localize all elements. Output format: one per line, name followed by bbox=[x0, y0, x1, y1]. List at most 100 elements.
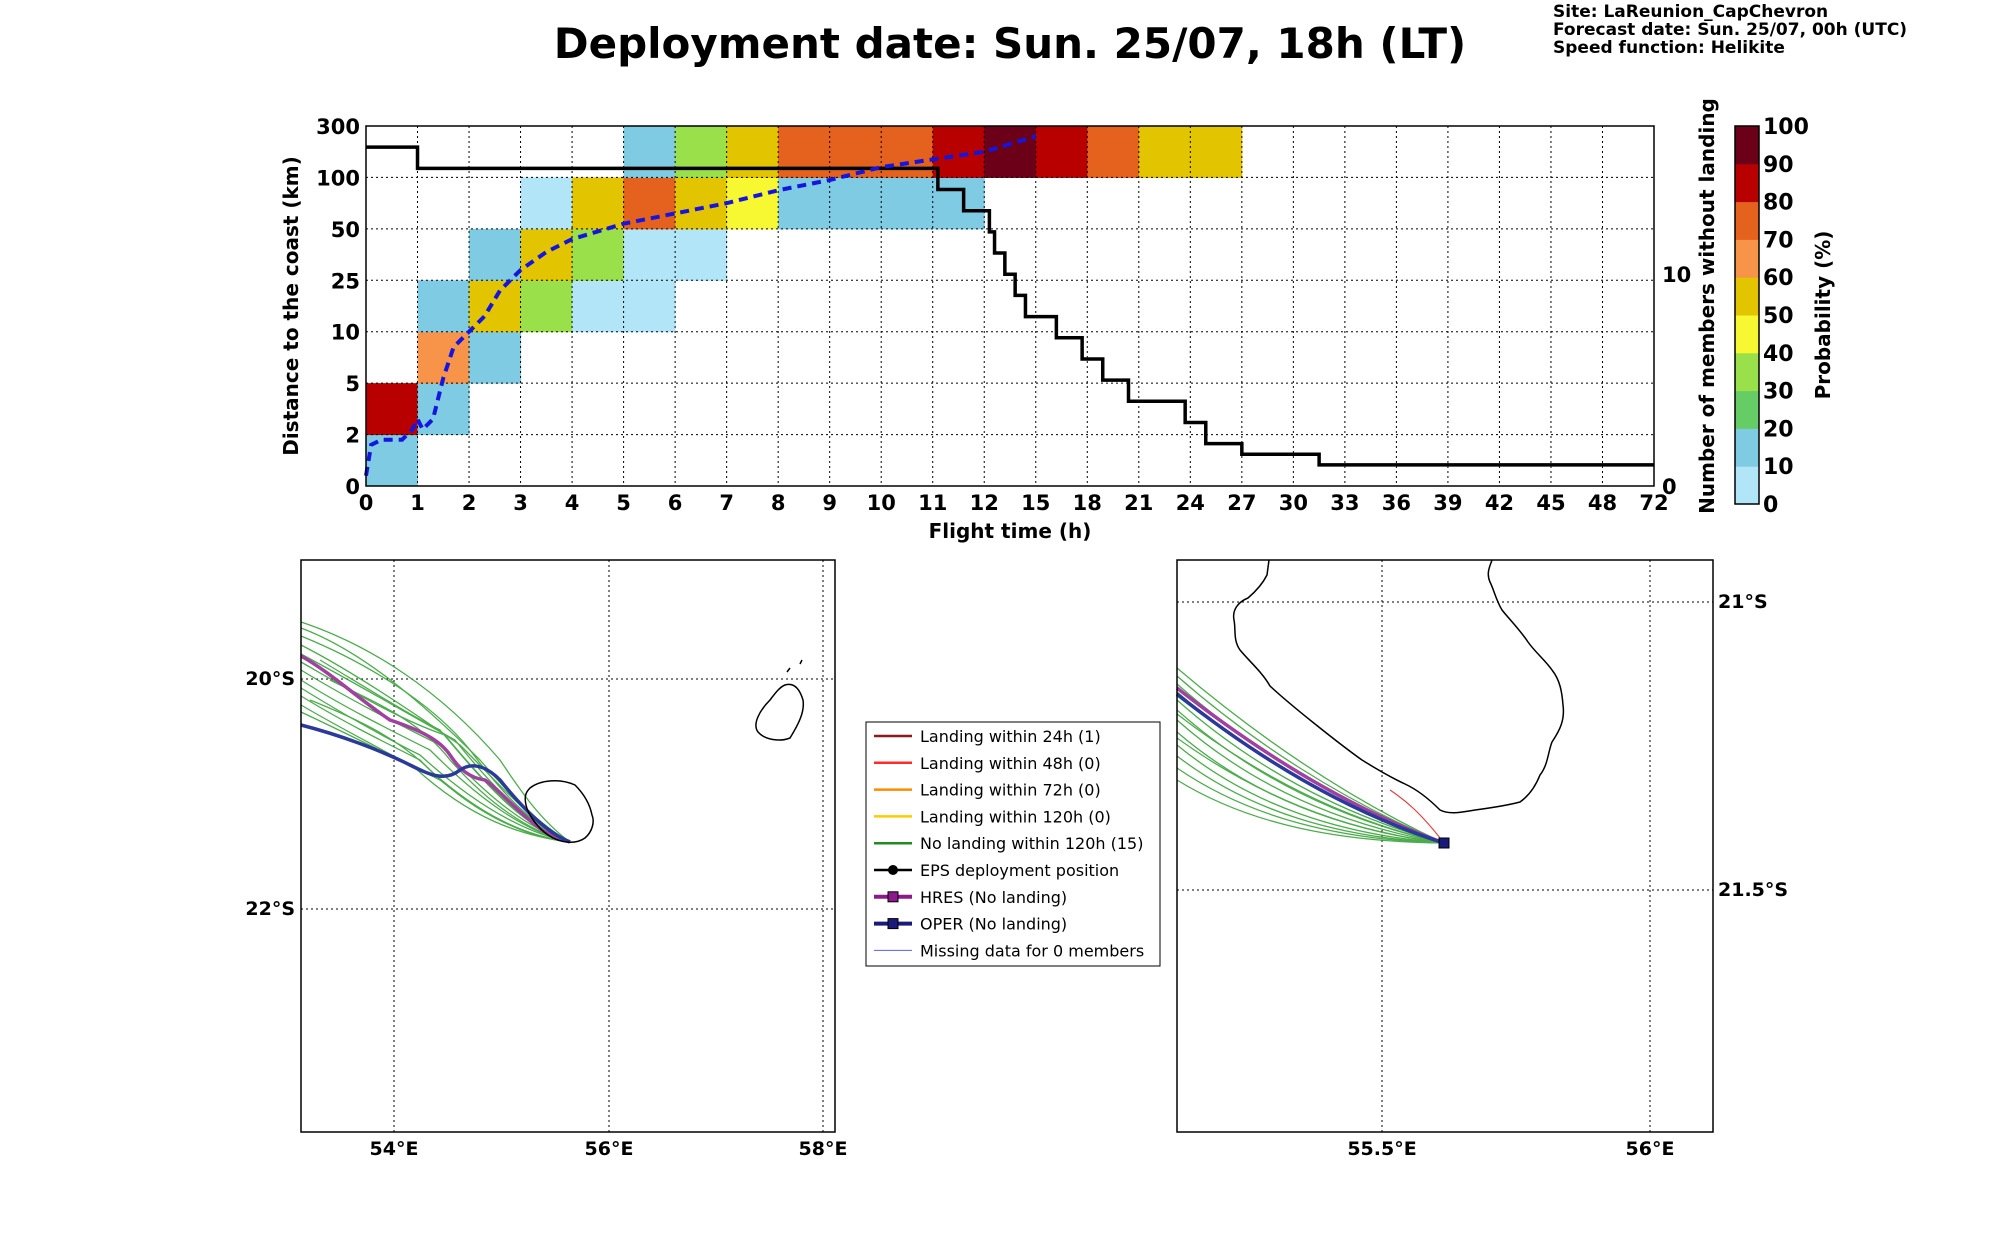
x-tick-label: 11 bbox=[918, 491, 947, 515]
legend-item: Missing data for 0 members bbox=[874, 941, 1144, 960]
colorbar-tick-label: 100 bbox=[1763, 115, 1809, 140]
ensemble-tracks-detail bbox=[1176, 667, 1445, 844]
chart-grid bbox=[366, 126, 1654, 486]
deployment-marker bbox=[1438, 837, 1450, 849]
x-tick-label: 3 bbox=[513, 491, 528, 515]
colorbar-segment bbox=[1735, 390, 1759, 429]
legend-label: OPER (No landing) bbox=[920, 915, 1067, 934]
legend-label: HRES (No landing) bbox=[920, 888, 1067, 907]
map-left-lon-label: 54°E bbox=[370, 1138, 419, 1160]
map-left-lon-label: 58°E bbox=[799, 1138, 848, 1160]
heatmap-cell bbox=[675, 126, 728, 178]
site-info: Site: LaReunion_CapChevron bbox=[1553, 2, 1828, 22]
legend: Landing within 24h (1) Landing within 48h… bbox=[865, 721, 1161, 967]
heatmap-cell bbox=[520, 177, 573, 230]
x-tick-label: 39 bbox=[1433, 491, 1462, 515]
heatmap-cell bbox=[366, 383, 419, 436]
colorbar-tick-label: 50 bbox=[1763, 304, 1794, 329]
legend-item: OPER (No landing) bbox=[874, 915, 1067, 934]
x-tick-label: 1 bbox=[410, 491, 425, 515]
x-tick-label: 6 bbox=[668, 491, 683, 515]
heatmap-cell bbox=[829, 177, 882, 230]
x-tick-label: 12 bbox=[970, 491, 999, 515]
x-tick-labels: 0 1 2 3 4 5 6 7 8 9 10 11 12 15 18 21 24 27 30 33 36 39 42 45 48… bbox=[359, 491, 1669, 515]
legend-label: Landing within 72h (0) bbox=[920, 781, 1101, 800]
heatmap-cell bbox=[623, 280, 676, 333]
legend-label: Landing within 120h (0) bbox=[920, 807, 1111, 826]
colorbar-segment bbox=[1735, 277, 1759, 316]
legend-item: Landing within 120h (0) bbox=[874, 807, 1111, 826]
x-tick-label: 7 bbox=[719, 491, 734, 515]
heatmap-cell bbox=[469, 228, 522, 281]
x-tick-label: 10 bbox=[867, 491, 896, 515]
colorbar-segment bbox=[1735, 126, 1759, 165]
y-tick-label: 2 bbox=[345, 424, 360, 448]
map-left-lat-label: 22°S bbox=[245, 898, 295, 920]
colorbar-segment bbox=[1735, 239, 1759, 278]
colorbar-tick-label: 20 bbox=[1763, 417, 1794, 442]
legend-item: Landing within 24h (1) bbox=[874, 727, 1101, 746]
map-left: 20°S 22°S 54°E 56°E 58°E bbox=[245, 559, 848, 1160]
legend-label: EPS deployment position bbox=[920, 861, 1119, 880]
colorbar-tick-label: 60 bbox=[1763, 266, 1794, 291]
legend-label: Missing data for 0 members bbox=[920, 941, 1144, 960]
legend-label: Landing within 48h (0) bbox=[920, 754, 1101, 773]
y2-tick-label: 10 bbox=[1662, 263, 1691, 287]
y-axis-label: Distance to the coast (km) bbox=[279, 156, 303, 456]
y2-tick-label: 0 bbox=[1662, 475, 1677, 499]
heatmap-cell bbox=[417, 383, 470, 436]
x-tick-label: 36 bbox=[1382, 491, 1411, 515]
ensemble-tracks bbox=[300, 621, 571, 843]
map-right-lat-label: 21.5°S bbox=[1718, 879, 1788, 901]
colorbar-tick-label: 90 bbox=[1763, 153, 1794, 178]
colorbar-segment bbox=[1735, 466, 1759, 505]
heatmap-cell bbox=[572, 177, 625, 230]
x-tick-label: 5 bbox=[616, 491, 631, 515]
heatmap-cell bbox=[932, 177, 985, 230]
colorbar-tick-label: 30 bbox=[1763, 380, 1794, 405]
heatmap-cell bbox=[881, 177, 934, 230]
heatmap-cell bbox=[1087, 126, 1140, 178]
colorbar-tick-label: 10 bbox=[1763, 455, 1794, 480]
hres-track bbox=[300, 654, 571, 844]
map-right-lat-label: 21°S bbox=[1718, 591, 1768, 613]
heatmap-cell bbox=[726, 126, 779, 178]
heatmap-cell bbox=[726, 177, 779, 230]
legend-item: Landing within 72h (0) bbox=[874, 781, 1101, 800]
colorbar-tick-label: 70 bbox=[1763, 228, 1794, 253]
heatmap-cell bbox=[675, 228, 728, 281]
heatmap-cell bbox=[1138, 126, 1191, 178]
heatmap-cell bbox=[984, 126, 1037, 178]
colorbar: 0 10 20 30 40 50 60 70 80 90 100 bbox=[1734, 115, 1809, 518]
y-tick-label: 10 bbox=[331, 321, 360, 345]
map-right: 21°S 21.5°S 55.5°E 56°E bbox=[1175, 559, 1788, 1160]
y-tick-label: 5 bbox=[345, 372, 360, 396]
map-right-lon-label: 56°E bbox=[1626, 1138, 1675, 1160]
x-tick-label: 48 bbox=[1588, 491, 1617, 515]
colorbar-segment bbox=[1735, 201, 1759, 240]
heatmap-cell bbox=[520, 280, 573, 333]
heatmap-cell bbox=[623, 126, 676, 178]
y2-axis-label: Number of members without landing bbox=[1695, 98, 1719, 514]
page-title: Deployment date: Sun. 25/07, 18h (LT) bbox=[554, 19, 1467, 68]
x-tick-label: 24 bbox=[1176, 491, 1205, 515]
map-right-frame bbox=[1176, 559, 1714, 1133]
legend-item: No landing within 120h (15) bbox=[874, 834, 1143, 853]
plot-frame bbox=[365, 125, 1655, 487]
x-tick-label: 2 bbox=[462, 491, 477, 515]
map-left-lat-label: 20°S bbox=[245, 668, 295, 690]
speed-info: Speed function: Helikite bbox=[1553, 38, 1785, 58]
chart-lines bbox=[364, 134, 1654, 477]
heatmap-cell bbox=[623, 228, 676, 281]
legend-item: EPS deployment position bbox=[874, 861, 1119, 880]
x-axis-label: Flight time (h) bbox=[929, 519, 1092, 543]
y-tick-label: 300 bbox=[316, 115, 360, 139]
oper-track bbox=[300, 723, 571, 844]
members-without-landing-line bbox=[366, 145, 1654, 467]
y-tick-label: 50 bbox=[331, 218, 360, 242]
heatmap-cell bbox=[572, 280, 625, 333]
y-tick-label: 25 bbox=[331, 269, 360, 293]
heatmap-cell bbox=[623, 177, 676, 230]
hres-track-detail bbox=[1175, 686, 1445, 845]
